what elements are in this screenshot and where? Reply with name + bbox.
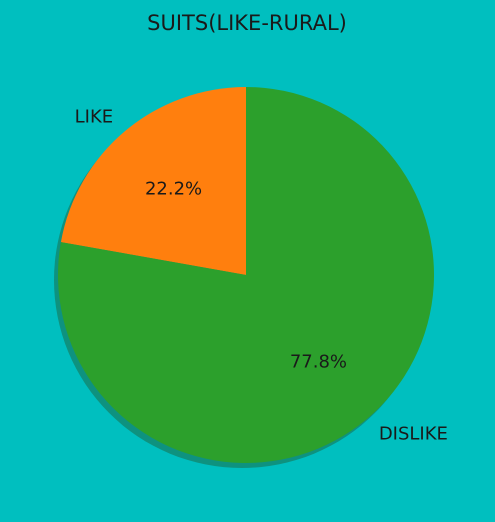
pie-slice-dislike — [58, 87, 435, 464]
slice-label-dislike: DISLIKE — [379, 424, 448, 445]
pie-slice-like — [60, 87, 247, 275]
slice-percent-dislike: 77.8% — [290, 351, 347, 372]
slices-layer — [54, 87, 435, 468]
slice-percent-like: 22.2% — [145, 179, 202, 200]
chart-title: SUITS(LIKE-RURAL) — [147, 11, 347, 35]
labels-layer: LIKE 22.2% DISLIKE 77.8% — [75, 106, 448, 444]
slice-label-like: LIKE — [75, 106, 114, 127]
